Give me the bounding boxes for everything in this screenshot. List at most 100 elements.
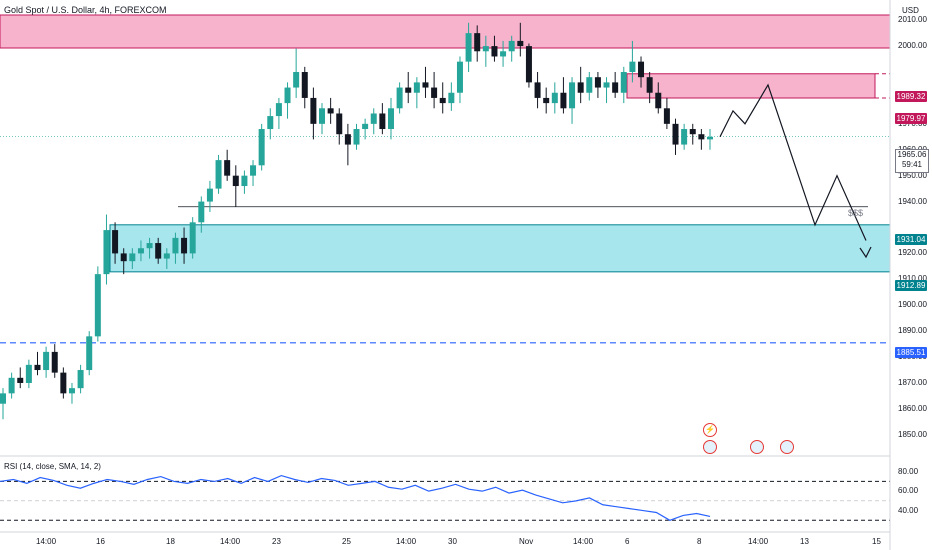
time-tick-label: 6	[625, 537, 630, 546]
time-tick-label: 18	[166, 537, 175, 546]
us-flag-icon[interactable]	[703, 440, 717, 454]
time-tick-label: 14:00	[573, 537, 594, 546]
candle-body	[120, 253, 127, 262]
candle-body	[525, 46, 532, 83]
candle-body	[439, 97, 446, 104]
candle-body	[137, 248, 144, 254]
time-tick-label: 16	[96, 537, 105, 546]
candle-body	[267, 116, 274, 130]
last-price: 1965.06	[897, 150, 927, 159]
supply-zone-top	[0, 14, 891, 49]
last-price-tag: 1965.06 59:41	[895, 149, 929, 173]
candle-body	[534, 82, 541, 98]
candle-body	[181, 237, 188, 254]
bar-countdown: 59:41	[901, 160, 923, 169]
candle-body	[491, 46, 498, 57]
candle-body	[482, 46, 489, 52]
candle-body	[698, 134, 705, 140]
candle-body	[508, 40, 515, 52]
price-tick-label: 1850.00	[898, 429, 927, 439]
candle-body	[344, 134, 351, 145]
candle-body	[577, 82, 584, 93]
candle-body	[241, 175, 248, 187]
candle-body	[25, 364, 32, 383]
candle-body	[681, 129, 688, 145]
price-tick-label: 1940.00	[898, 196, 927, 206]
candle-body	[77, 370, 84, 389]
candle-body	[293, 72, 300, 88]
time-tick-label: 14:00	[220, 537, 241, 546]
candle-body	[672, 123, 679, 145]
time-tick-label: 23	[272, 537, 281, 546]
candle-body	[569, 82, 576, 109]
candle-body	[94, 274, 101, 337]
time-tick-label: 14:00	[748, 537, 769, 546]
price-tick-label: 1900.00	[898, 300, 927, 310]
candle-body	[146, 243, 153, 249]
zones-layer	[0, 14, 891, 273]
candle-body	[646, 77, 653, 93]
price-tick-label: 1890.00	[898, 326, 927, 336]
supply-top-tag: 1989.32	[895, 91, 927, 102]
candles-layer	[0, 22, 713, 420]
candle-body	[543, 97, 550, 104]
time-tick-label: 14:00	[396, 537, 417, 546]
rsi-line	[0, 474, 711, 521]
demand-top-tag: 1931.04	[895, 234, 927, 245]
candle-body	[206, 188, 213, 202]
currency-label[interactable]: USD	[902, 6, 919, 15]
candle-body	[258, 129, 265, 166]
candle-body	[163, 253, 170, 259]
rsi-label[interactable]: RSI (14, close, SMA, 14, 2)	[4, 462, 101, 471]
candle-body	[275, 103, 282, 117]
rsi-tick-label: 60.00	[898, 486, 919, 496]
candle-body	[215, 160, 222, 189]
candle-body	[112, 230, 119, 254]
time-tick-label: 25	[342, 537, 351, 546]
candle-body	[310, 97, 317, 124]
rsi-tick-label: 80.00	[898, 466, 919, 476]
levels-layer	[0, 73, 890, 344]
candle-body	[60, 372, 67, 394]
lightning-icon[interactable]: ⚡	[703, 423, 717, 437]
demand-zone	[109, 224, 891, 273]
price-tick-label: 2010.00	[898, 15, 927, 25]
candle-body	[431, 87, 438, 98]
candle-body	[500, 51, 507, 57]
demand-bottom-tag: 1912.89	[895, 280, 927, 291]
candle-body	[327, 108, 334, 114]
chart-title: Gold Spot / U.S. Dollar, 4h, FOREXCOM	[4, 5, 167, 15]
candle-body	[103, 230, 110, 275]
us-flag-icon[interactable]	[750, 440, 764, 454]
candle-body	[379, 113, 386, 130]
projection-path	[719, 83, 872, 259]
candle-body	[155, 243, 162, 259]
candle-body	[707, 136, 713, 140]
candle-body	[86, 336, 93, 371]
candle-body	[284, 87, 291, 104]
candle-body	[172, 237, 179, 254]
arrow-head-icon	[859, 246, 872, 259]
candle-body	[655, 92, 662, 109]
dashed-level-tag: 1885.51	[895, 347, 927, 358]
candle-body	[474, 33, 481, 52]
price-tick-label: 1910.00	[898, 274, 927, 284]
candle-body	[43, 351, 50, 371]
time-tick-label: Nov	[519, 537, 534, 546]
time-tick-label: 15	[872, 537, 881, 546]
time-tick-label: 13	[800, 537, 809, 546]
candle-body	[301, 72, 308, 98]
us-flag-icon[interactable]	[780, 440, 794, 454]
time-tick-label: 14:00	[36, 537, 57, 546]
candle-body	[603, 82, 610, 88]
price-tick-label: 1920.00	[898, 248, 927, 258]
candle-body	[353, 129, 360, 145]
supply-bottom-tag: 1979.97	[895, 113, 927, 124]
candle-body	[34, 364, 41, 371]
candle-body	[68, 388, 75, 394]
candle-body	[620, 72, 627, 93]
candle-body	[224, 160, 231, 176]
candle-body	[689, 129, 696, 135]
candle-body	[319, 108, 326, 124]
